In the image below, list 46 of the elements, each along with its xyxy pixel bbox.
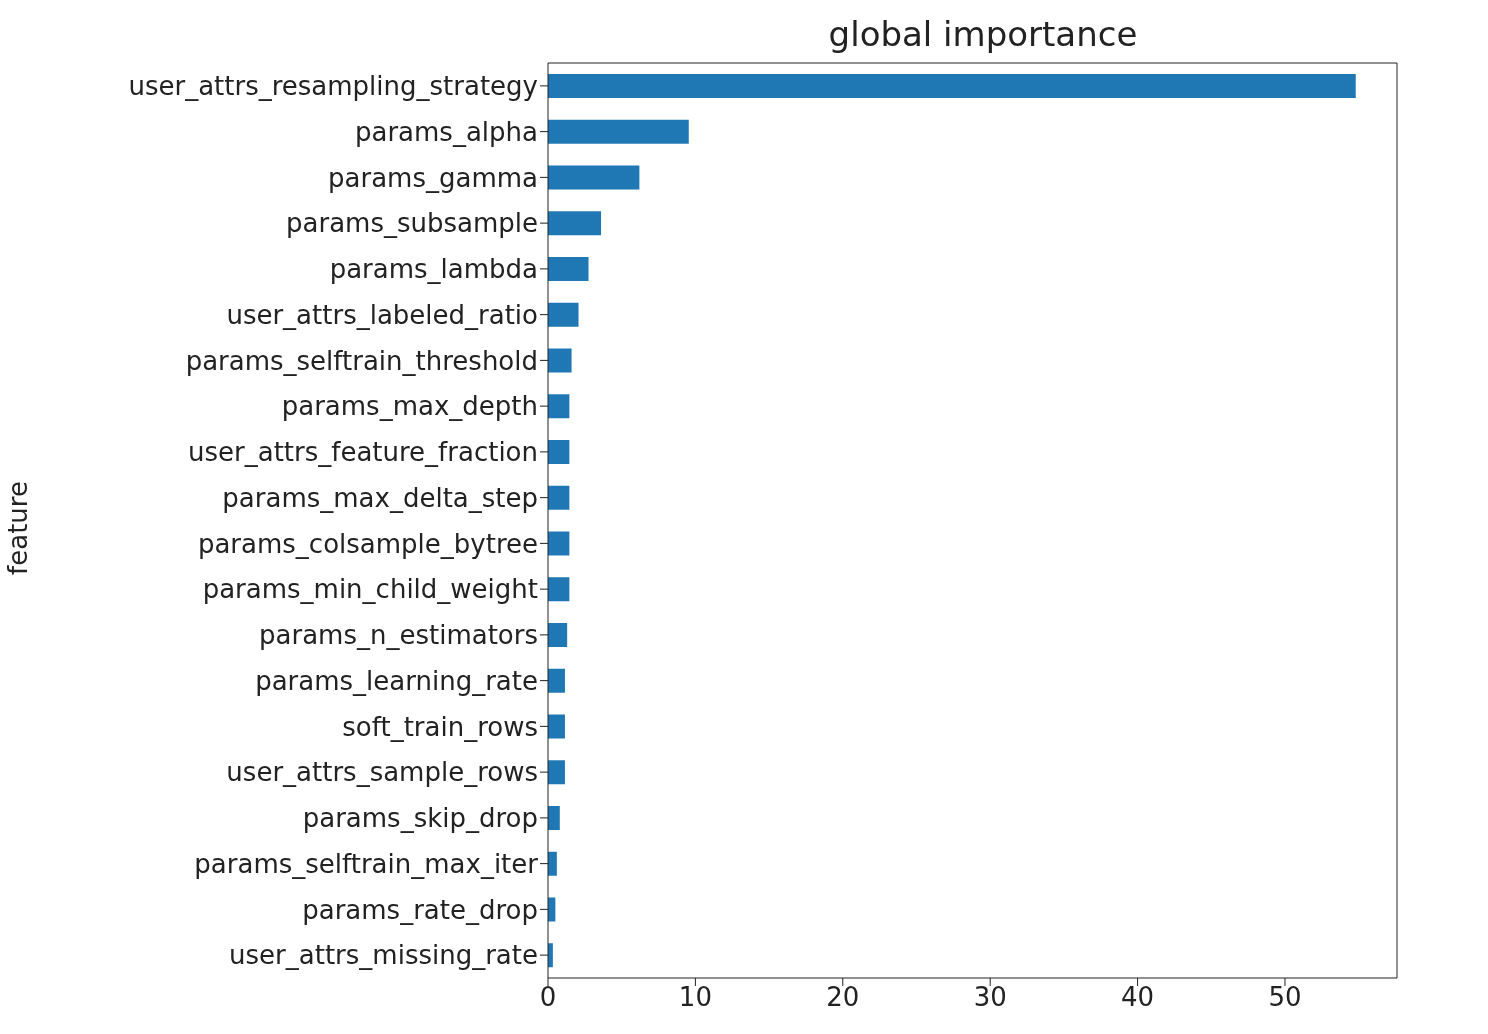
y-axis-title: feature	[3, 480, 33, 577]
bar	[548, 851, 557, 876]
y-tick-label: params_subsample	[286, 208, 538, 239]
bar	[548, 577, 570, 602]
bar	[548, 760, 565, 785]
y-tick-label: user_attrs_missing_rate	[229, 940, 538, 971]
y-tick-label: params_gamma	[328, 162, 538, 193]
y-tick-label: params_rate_drop	[302, 894, 538, 925]
bar	[548, 668, 565, 693]
y-tick-label: params_max_delta_step	[222, 482, 538, 513]
x-tick-label: 0	[539, 982, 557, 1013]
bar	[548, 302, 579, 327]
bar	[548, 485, 570, 510]
x-tick-label: 30	[973, 982, 1007, 1013]
x-tick-label: 40	[1121, 982, 1155, 1013]
bar	[548, 211, 602, 236]
y-tick-label: params_max_depth	[281, 391, 538, 422]
y-tick-label: params_colsample_bytree	[197, 528, 538, 559]
y-tick-label: user_attrs_sample_rows	[226, 757, 538, 788]
bar	[548, 119, 689, 144]
y-tick-label: params_skip_drop	[302, 803, 538, 834]
bar	[548, 623, 568, 647]
y-tick-label: soft_train_rows	[342, 711, 538, 742]
bar	[548, 531, 570, 556]
y-tick-label: user_attrs_feature_fraction	[187, 437, 538, 468]
y-tick-label: user_attrs_resampling_strategy	[128, 71, 538, 102]
y-tick-label: params_min_child_weight	[202, 574, 538, 605]
y-tick-label: params_selftrain_max_iter	[194, 848, 539, 879]
y-tick-label: params_selftrain_threshold	[185, 345, 538, 376]
y-tick-label: params_lambda	[329, 254, 538, 285]
x-tick-label: 10	[678, 982, 712, 1013]
x-tick-label: 20	[826, 982, 860, 1013]
bar	[548, 394, 570, 419]
y-tick-label: user_attrs_labeled_ratio	[226, 299, 538, 330]
y-tick-label: params_n_estimators	[259, 620, 538, 651]
bar	[548, 806, 560, 830]
y-tick-label: params_learning_rate	[255, 665, 538, 696]
chart-title: global importance	[827, 14, 1139, 54]
bar	[548, 348, 572, 373]
y-tick-label: params_alpha	[354, 116, 538, 147]
bar	[548, 714, 565, 739]
bar	[548, 440, 570, 464]
bar	[548, 257, 589, 281]
bar	[548, 74, 1356, 98]
x-tick-label: 50	[1268, 982, 1302, 1013]
bar	[548, 165, 640, 190]
